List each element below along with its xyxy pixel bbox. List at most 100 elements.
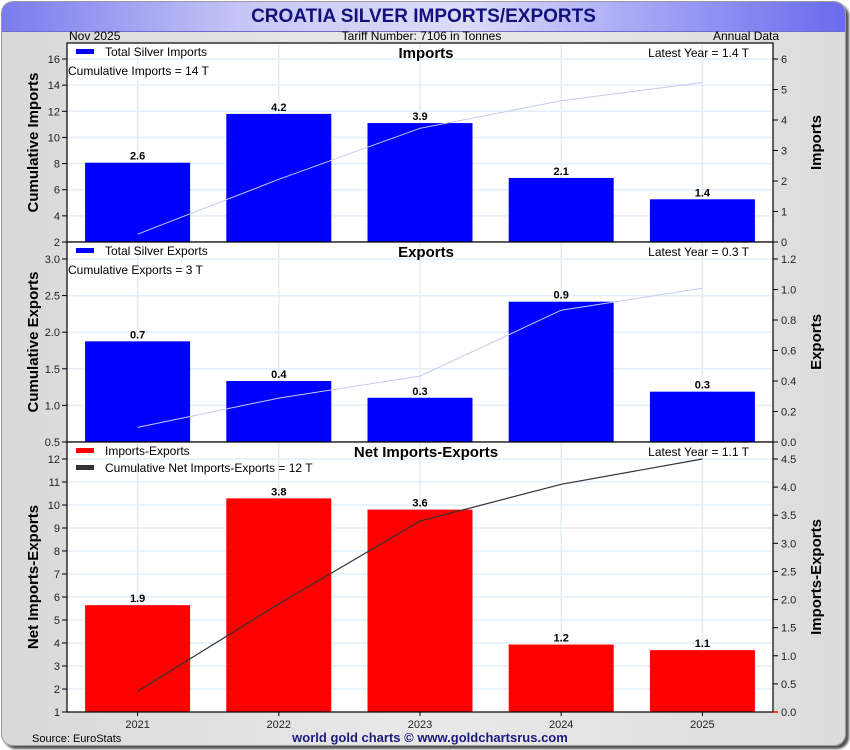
tick-label-left: 3.0 (45, 254, 60, 266)
tick-label-right: 4.5 (781, 454, 796, 466)
latest-year-annotation: Latest Year = 1.4 T (648, 46, 750, 60)
axis-title-left: Cumulative Imports (25, 72, 42, 212)
bar-net-2022 (226, 498, 332, 712)
legend-label: Total Silver Imports (105, 45, 207, 59)
bar-exports-2022 (226, 381, 332, 442)
tick-label-right: 2.5 (781, 566, 796, 578)
tick-label-right: 1.0 (781, 285, 796, 297)
chart-title: CROATIA SILVER IMPORTS/EXPORTS (251, 6, 596, 27)
tick-label-left: 6 (54, 185, 60, 197)
bar-label: 3.6 (412, 498, 427, 510)
source-label: Source: EuroStats (32, 733, 122, 745)
tick-label-left: 4 (54, 638, 60, 650)
tick-label-right: 2.0 (781, 595, 796, 607)
axis-title-right: Imports-Exports (808, 519, 825, 635)
cumulative-line-net (137, 458, 703, 692)
axis-title-left: Cumulative Exports (25, 272, 42, 413)
panel-title: Exports (398, 244, 454, 261)
tick-label-left: 8 (54, 159, 60, 171)
tick-label-left: 2.0 (45, 327, 60, 339)
tick-label-left: 5 (54, 615, 60, 627)
frequency-label: Annual Data (713, 29, 780, 43)
latest-year-annotation: Latest Year = 0.3 T (648, 245, 750, 259)
tick-label-left: 10 (48, 500, 60, 512)
bar-label: 1.1 (695, 638, 710, 650)
tick-label-right: 1.5 (781, 623, 796, 635)
tick-label-left: 11 (49, 477, 60, 489)
cumulative-line-imports (137, 82, 703, 235)
bar-label: 1.2 (554, 633, 569, 645)
tick-label-left: 10 (48, 132, 60, 144)
bar-label: 0.4 (271, 369, 287, 381)
tick-label-left: 14 (48, 80, 60, 92)
tick-label-x: 2021 (125, 719, 149, 731)
bar-exports-2025 (649, 391, 755, 442)
legend-swatch (76, 448, 94, 453)
tick-label-left: 16 (48, 54, 60, 66)
copyright-label: world gold charts © www.goldchartsrus.co… (292, 730, 568, 745)
tick-label-left: 7 (54, 569, 60, 581)
title-bar: CROATIA SILVER IMPORTS/EXPORTS (2, 2, 845, 32)
bar-imports-2021 (85, 162, 191, 242)
tick-label-left: 1.0 (45, 400, 60, 412)
tick-label-right: 4 (781, 115, 787, 127)
tariff-label: Tariff Number: 7106 in Tonnes (341, 29, 502, 43)
bar-label: 1.9 (130, 593, 145, 605)
tick-label-left: 2.5 (45, 291, 60, 303)
tick-label-left: 1.5 (45, 364, 60, 376)
panel-title: Net Imports-Exports (354, 444, 498, 461)
legend-label: Total Silver Exports (105, 244, 208, 258)
tick-label-right: 6 (781, 54, 787, 66)
bar-imports-2024 (508, 177, 614, 242)
bar-net-2023 (367, 509, 473, 712)
tick-label-right: 0.5 (781, 679, 796, 691)
bar-label: 2.1 (554, 166, 569, 178)
tick-label-right: 2 (781, 176, 787, 188)
tick-label-left: 12 (48, 454, 60, 466)
cumulative-line-exports (137, 287, 703, 428)
bar-label: 1.4 (695, 187, 711, 199)
tick-label-right: 3 (781, 146, 787, 158)
legend-swatch (76, 465, 94, 470)
tick-label-right: 4.0 (781, 482, 796, 494)
bar-label: 0.3 (412, 386, 427, 398)
tick-label-left: 2 (54, 684, 60, 696)
bar-exports-2023 (367, 397, 473, 442)
tick-label-left: 1 (54, 707, 60, 719)
panel-title: Imports (398, 45, 453, 62)
tick-label-right: 1 (781, 207, 787, 219)
legend-swatch (76, 248, 94, 253)
axis-title-right: Exports (808, 314, 825, 370)
tick-label-right: 1.0 (781, 651, 796, 663)
tick-label-right: 0.0 (781, 437, 796, 449)
tick-label-x: 2024 (549, 719, 573, 731)
axis-title-left: Net Imports-Exports (25, 505, 42, 649)
tick-label-x: 2022 (267, 719, 291, 731)
bar-label: 0.9 (554, 290, 569, 302)
bar-label: 3.8 (271, 486, 286, 498)
bar-label: 2.6 (130, 151, 145, 163)
tick-label-left: 8 (54, 546, 60, 558)
bar-label: 3.9 (412, 111, 427, 123)
bar-net-2021 (85, 605, 191, 712)
tick-label-left: 6 (54, 592, 60, 604)
bar-label: 4.2 (271, 102, 286, 114)
tick-label-left: 0.5 (45, 437, 60, 449)
legend-label: Cumulative Net Imports-Exports = 12 T (105, 461, 313, 475)
tick-label-right: 0.6 (781, 346, 796, 358)
bar-imports-2025 (649, 199, 755, 242)
tick-label-left: 2 (54, 237, 60, 249)
tick-label-right: 3.0 (781, 538, 796, 550)
cumulative-annotation: Cumulative Exports = 3 T (68, 263, 204, 277)
tick-label-right: 0.0 (781, 707, 796, 719)
date-label: Nov 2025 (69, 29, 121, 43)
bar-net-2024 (508, 644, 614, 712)
tick-label-right: 0.8 (781, 315, 796, 327)
tick-label-right: 0.2 (781, 407, 796, 419)
axis-title-right: Imports (808, 115, 825, 170)
tick-label-right: 0.4 (781, 376, 796, 388)
tick-label-right: 3.5 (781, 510, 796, 522)
tick-label-right: 5 (781, 85, 787, 97)
bar-label: 0.3 (695, 380, 710, 392)
latest-year-annotation: Latest Year = 1.1 T (648, 445, 750, 459)
